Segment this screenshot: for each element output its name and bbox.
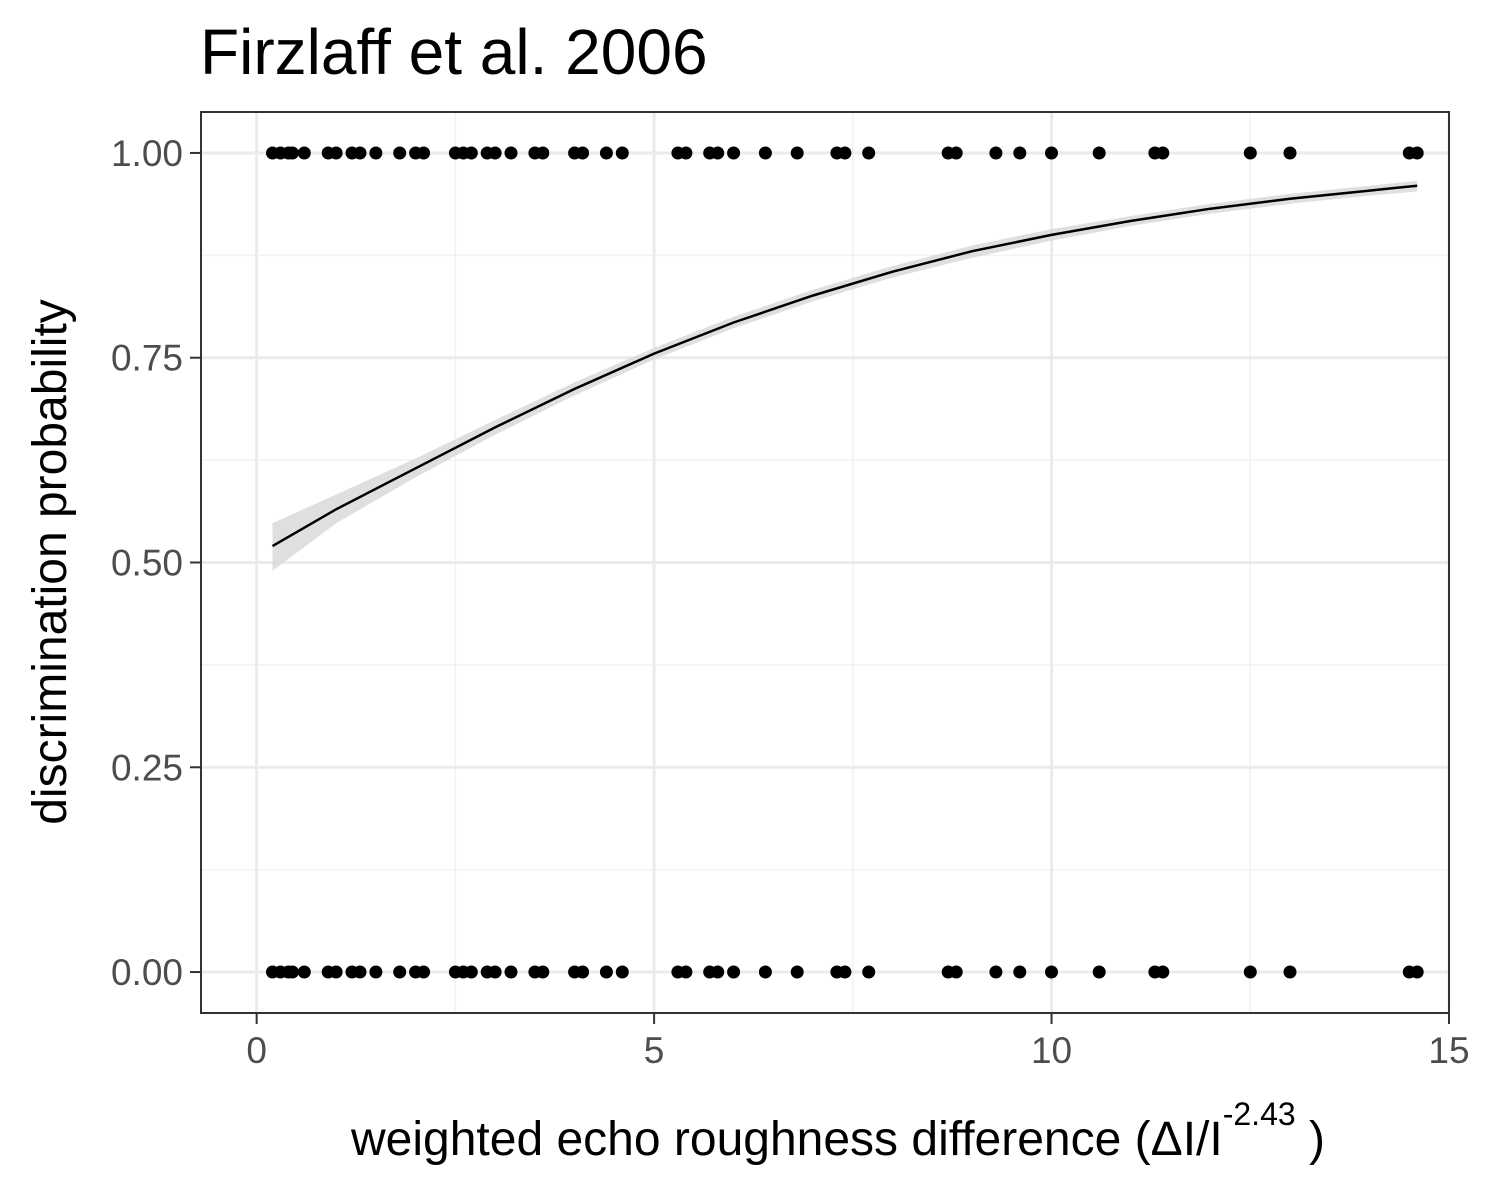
- data-point: [464, 965, 478, 979]
- data-point: [989, 965, 1003, 979]
- x-axis-title: weighted echo roughness difference (ΔI/I…: [350, 1096, 1325, 1166]
- data-point: [1243, 965, 1257, 979]
- data-point: [949, 965, 963, 979]
- data-point: [838, 146, 852, 160]
- y-tick-label: 1.00: [111, 133, 183, 174]
- y-tick-label: 0.50: [111, 543, 183, 584]
- x-axis-title-main: weighted echo roughness difference (ΔI/I: [350, 1113, 1223, 1166]
- data-point: [504, 965, 518, 979]
- fit-line-layer: [271, 184, 1418, 548]
- data-point: [838, 965, 852, 979]
- data-point: [417, 146, 431, 160]
- data-point: [1045, 146, 1058, 160]
- data-point: [536, 146, 550, 160]
- data-point: [1243, 146, 1257, 160]
- data-point: [711, 146, 725, 160]
- data-point: [679, 146, 693, 160]
- data-point: [1092, 965, 1106, 979]
- data-point: [599, 965, 613, 979]
- x-tick-label: 10: [1031, 1030, 1072, 1071]
- chart-title: Firzlaff et al. 2006: [200, 16, 708, 88]
- fit-line: [271, 184, 1418, 548]
- data-point: [369, 965, 383, 979]
- data-point: [1156, 965, 1170, 979]
- data-point: [949, 146, 963, 160]
- data-point: [1156, 146, 1170, 160]
- data-point: [758, 965, 772, 979]
- x-tick-label: 0: [246, 1030, 267, 1071]
- data-point: [329, 965, 343, 979]
- data-point: [369, 146, 383, 160]
- data-point: [576, 965, 590, 979]
- data-point: [353, 146, 367, 160]
- data-point: [393, 146, 407, 160]
- data-point: [790, 965, 804, 979]
- x-tick-label: 5: [644, 1030, 665, 1071]
- data-point: [615, 965, 629, 979]
- x-axis-title-superscript: -2.43: [1223, 1096, 1296, 1132]
- data-point: [1283, 965, 1297, 979]
- data-point: [393, 965, 407, 979]
- data-point: [488, 146, 502, 160]
- y-tick-label: 0.75: [111, 338, 183, 379]
- data-point: [790, 146, 804, 160]
- x-axis-title-close: ): [1296, 1113, 1325, 1166]
- x-axis: 0 5 10 15: [246, 1013, 1470, 1071]
- x-tick-label: 15: [1428, 1030, 1469, 1071]
- data-point: [285, 965, 299, 979]
- y-axis: 0.00 0.25 0.50 0.75 1.00: [111, 133, 201, 993]
- data-point: [536, 965, 550, 979]
- data-point: [679, 965, 693, 979]
- points-layer: [266, 146, 1424, 979]
- data-point: [727, 965, 741, 979]
- data-point: [488, 965, 502, 979]
- data-point: [1410, 146, 1424, 160]
- data-point: [464, 146, 478, 160]
- data-point: [758, 146, 772, 160]
- data-point: [727, 146, 741, 160]
- data-point: [862, 146, 876, 160]
- data-point: [711, 965, 725, 979]
- data-point: [1013, 965, 1027, 979]
- data-point: [615, 146, 629, 160]
- data-point: [1045, 965, 1058, 979]
- data-point: [353, 965, 367, 979]
- data-point: [297, 146, 311, 160]
- data-point: [576, 146, 590, 160]
- data-point: [1092, 146, 1106, 160]
- data-point: [417, 965, 431, 979]
- data-point: [285, 146, 299, 160]
- y-tick-label: 0.00: [111, 952, 183, 993]
- data-point: [1013, 146, 1027, 160]
- data-point: [862, 965, 876, 979]
- data-point: [297, 965, 311, 979]
- data-point: [989, 146, 1003, 160]
- data-point: [1410, 965, 1424, 979]
- data-point: [329, 146, 343, 160]
- y-tick-label: 0.25: [111, 747, 183, 788]
- data-point: [1283, 146, 1297, 160]
- data-point: [599, 146, 613, 160]
- data-point: [504, 146, 518, 160]
- y-axis-title: discrimination probability: [24, 299, 77, 825]
